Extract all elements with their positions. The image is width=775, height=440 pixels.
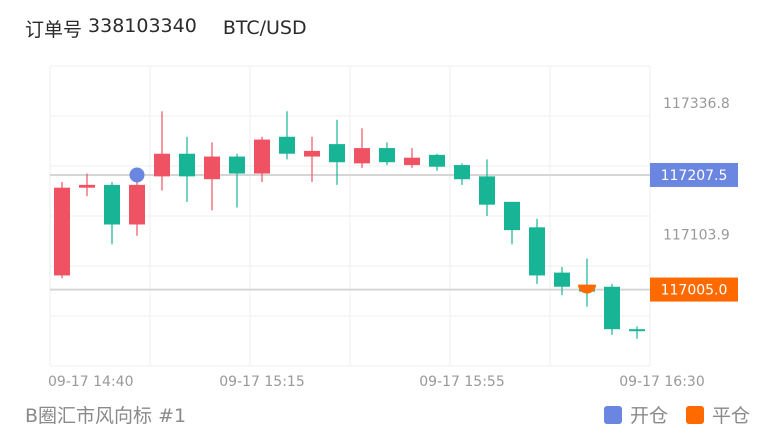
open-price-tag xyxy=(650,162,738,187)
legend-item-open: 开仓 xyxy=(603,401,668,428)
candle-body-down xyxy=(204,156,220,180)
chart-header: 订单号 338103340 BTC/USD xyxy=(25,14,307,42)
legend-item-close: 平仓 xyxy=(685,401,750,428)
candle-body-down xyxy=(354,148,370,164)
candle-body-up xyxy=(279,136,295,154)
order-info: 订单号 338103340 xyxy=(25,15,197,42)
source-label: B圈汇市风向标 #1 xyxy=(25,405,187,427)
candle-body-up xyxy=(479,176,495,205)
x-tick-label: 09-17 14:40 xyxy=(48,374,133,390)
candle-body-up xyxy=(454,165,470,180)
candle-body-up xyxy=(379,148,395,163)
x-tick-label: 09-17 16:30 xyxy=(619,374,704,390)
close-price-label: 117005.0 xyxy=(661,283,728,299)
candle-body-down xyxy=(404,157,420,166)
candle-body-up xyxy=(629,329,645,332)
candle-body-up xyxy=(329,144,345,163)
x-tick-label: 09-17 15:15 xyxy=(219,374,304,390)
trading-pair: BTC/USD xyxy=(222,17,307,39)
candle-body-up xyxy=(229,156,245,174)
legend-swatch-close xyxy=(685,405,704,424)
legend-swatch-open xyxy=(603,405,622,424)
open-price-label: 117207.5 xyxy=(661,168,728,184)
candle-body-down xyxy=(254,139,270,174)
open-position-marker xyxy=(129,167,145,183)
candle-body-up xyxy=(529,227,545,276)
y-tick-label: 117103.9 xyxy=(663,228,730,244)
candle-body-down xyxy=(79,184,95,188)
legend: 开仓 平仓 xyxy=(603,401,750,428)
order-label: 订单号 xyxy=(25,18,83,41)
legend-label-close: 平仓 xyxy=(711,405,750,427)
candle-body-down xyxy=(154,153,170,177)
candle-body-up xyxy=(179,153,195,177)
candle-body-up xyxy=(604,286,620,330)
order-number: 338103340 xyxy=(88,14,197,37)
candle-body-down xyxy=(54,187,70,276)
legend-label-open: 开仓 xyxy=(629,405,668,427)
candle-body-down xyxy=(304,150,320,157)
close-position-marker xyxy=(578,284,596,294)
x-tick-label: 09-17 15:55 xyxy=(419,374,504,390)
close-price-tag xyxy=(650,277,738,302)
candle-body-up xyxy=(554,272,570,287)
candle-body-up xyxy=(104,184,120,225)
candle-body-down xyxy=(129,184,145,225)
y-tick-label: 117336.8 xyxy=(663,96,730,112)
candle-body-up xyxy=(504,201,520,231)
candle-body-up xyxy=(429,154,445,167)
